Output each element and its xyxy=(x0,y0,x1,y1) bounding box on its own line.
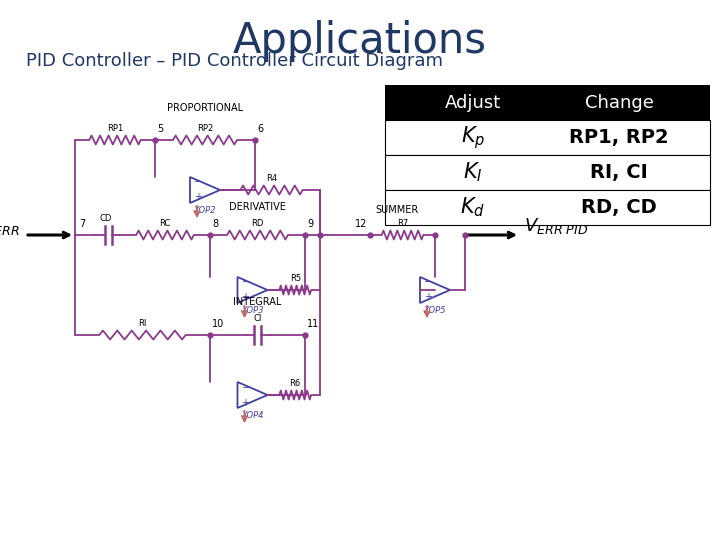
Text: XOP2: XOP2 xyxy=(194,206,216,215)
Text: −: − xyxy=(241,382,250,393)
Text: +: + xyxy=(194,192,202,202)
Text: Applications: Applications xyxy=(233,20,487,62)
Bar xyxy=(385,155,710,190)
Text: INTEGRAL: INTEGRAL xyxy=(233,297,282,307)
Text: DERIVATIVE: DERIVATIVE xyxy=(229,202,286,212)
Text: $K_I$: $K_I$ xyxy=(463,161,482,184)
Text: −: − xyxy=(424,278,432,287)
Text: RI, CI: RI, CI xyxy=(590,163,648,182)
Bar xyxy=(385,120,710,155)
Text: −: − xyxy=(241,278,250,287)
Text: 8: 8 xyxy=(212,219,218,229)
Text: Adjust: Adjust xyxy=(445,93,501,111)
Text: −: − xyxy=(194,178,202,187)
Text: PROPORTIONAL: PROPORTIONAL xyxy=(167,103,243,113)
Text: 10: 10 xyxy=(212,319,224,329)
Text: XOP4: XOP4 xyxy=(241,411,264,420)
Text: 12: 12 xyxy=(355,219,367,229)
Text: 9: 9 xyxy=(307,219,313,229)
Text: 7: 7 xyxy=(79,219,85,229)
Text: +: + xyxy=(424,293,432,302)
Text: $K_p$: $K_p$ xyxy=(461,124,485,151)
Text: CI: CI xyxy=(253,314,261,323)
Text: RD, CD: RD, CD xyxy=(581,198,657,217)
Text: RI: RI xyxy=(138,319,147,328)
Text: 5: 5 xyxy=(157,124,163,134)
Text: $V_{ERR\ PID}$: $V_{ERR\ PID}$ xyxy=(524,216,588,236)
Text: 6: 6 xyxy=(257,124,263,134)
Text: RC: RC xyxy=(159,219,171,228)
Text: 11: 11 xyxy=(307,319,319,329)
Text: R7: R7 xyxy=(397,219,408,228)
Text: CD: CD xyxy=(100,214,112,223)
Text: RP1, RP2: RP1, RP2 xyxy=(570,128,669,147)
Text: +: + xyxy=(241,397,250,408)
Bar xyxy=(385,85,710,120)
Text: XOP3: XOP3 xyxy=(241,306,264,315)
Text: $V_{ERR}$: $V_{ERR}$ xyxy=(0,217,20,237)
Text: PID Controller – PID Controller Circuit Diagram: PID Controller – PID Controller Circuit … xyxy=(27,52,444,70)
Text: SUMMER: SUMMER xyxy=(375,205,418,215)
Text: +: + xyxy=(241,293,250,302)
Text: R5: R5 xyxy=(289,274,301,283)
Text: $K_d$: $K_d$ xyxy=(460,195,485,219)
Text: RP1: RP1 xyxy=(107,124,123,133)
Bar xyxy=(385,190,710,225)
Text: RD: RD xyxy=(251,219,264,228)
Text: RP2: RP2 xyxy=(197,124,213,133)
Text: XOP5: XOP5 xyxy=(424,306,446,315)
Text: R6: R6 xyxy=(289,379,301,388)
Text: R4: R4 xyxy=(266,174,277,183)
Text: Change: Change xyxy=(585,93,654,111)
